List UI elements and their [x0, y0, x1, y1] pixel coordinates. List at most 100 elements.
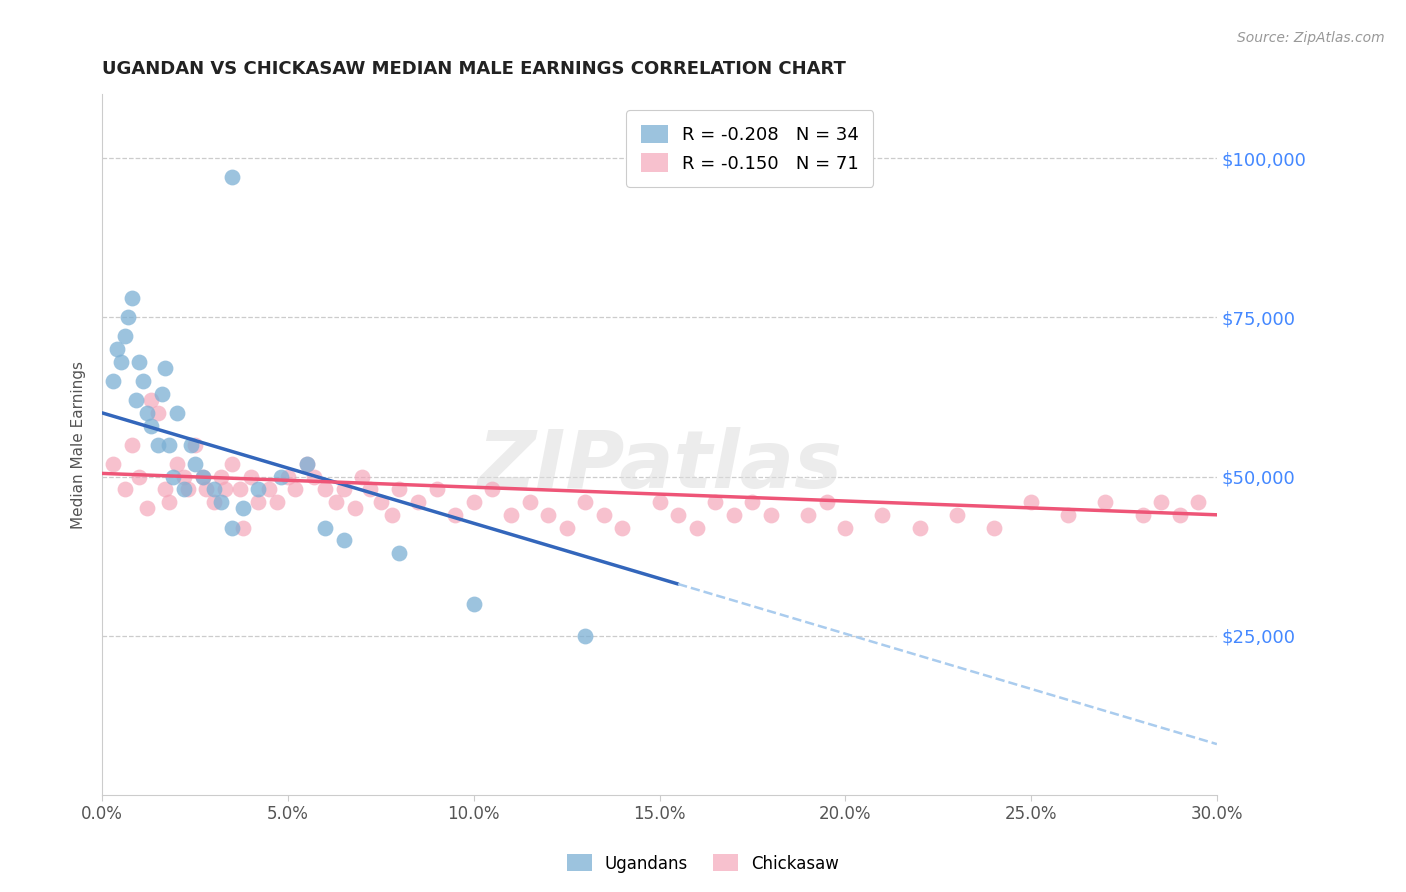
Point — [1150, 495, 1173, 509]
Point — [648, 495, 671, 509]
Point — [103, 374, 125, 388]
Point — [332, 533, 354, 548]
Point — [191, 469, 214, 483]
Point — [155, 361, 177, 376]
Point — [426, 483, 449, 497]
Point — [406, 495, 429, 509]
Point — [872, 508, 894, 522]
Point — [180, 438, 202, 452]
Point — [284, 483, 307, 497]
Point — [499, 508, 522, 522]
Point — [114, 483, 136, 497]
Point — [184, 438, 207, 452]
Point — [314, 520, 336, 534]
Point — [388, 483, 411, 497]
Point — [202, 483, 225, 497]
Point — [166, 457, 188, 471]
Point — [135, 406, 157, 420]
Point — [232, 501, 254, 516]
Text: UGANDAN VS CHICKASAW MEDIAN MALE EARNINGS CORRELATION CHART: UGANDAN VS CHICKASAW MEDIAN MALE EARNING… — [103, 60, 846, 78]
Point — [128, 469, 150, 483]
Point — [983, 520, 1005, 534]
Text: ZIPatlas: ZIPatlas — [477, 426, 842, 505]
Point — [124, 393, 146, 408]
Point — [666, 508, 689, 522]
Point — [247, 483, 270, 497]
Point — [741, 495, 763, 509]
Point — [239, 469, 262, 483]
Point — [128, 355, 150, 369]
Point — [537, 508, 560, 522]
Point — [214, 483, 236, 497]
Point — [1187, 495, 1209, 509]
Point — [302, 469, 325, 483]
Point — [259, 483, 281, 497]
Point — [908, 520, 931, 534]
Point — [176, 483, 198, 497]
Point — [157, 438, 180, 452]
Point — [592, 508, 614, 522]
Point — [221, 457, 243, 471]
Point — [332, 483, 354, 497]
Point — [388, 546, 411, 560]
Point — [612, 520, 634, 534]
Point — [574, 629, 596, 643]
Point — [135, 501, 157, 516]
Point — [759, 508, 782, 522]
Point — [555, 520, 578, 534]
Point — [1168, 508, 1191, 522]
Point — [105, 342, 128, 356]
Point — [946, 508, 969, 522]
Point — [157, 495, 180, 509]
Point — [103, 457, 125, 471]
Point — [117, 310, 139, 325]
Point — [1057, 508, 1080, 522]
Point — [139, 418, 162, 433]
Text: Source: ZipAtlas.com: Source: ZipAtlas.com — [1237, 31, 1385, 45]
Point — [202, 495, 225, 509]
Point — [574, 495, 596, 509]
Point — [184, 457, 207, 471]
Point — [228, 483, 250, 497]
Point — [266, 495, 288, 509]
Point — [343, 501, 366, 516]
Point — [146, 406, 169, 420]
Point — [110, 355, 132, 369]
Point — [162, 469, 184, 483]
Point — [1132, 508, 1154, 522]
Point — [146, 438, 169, 452]
Point — [232, 520, 254, 534]
Point — [173, 483, 195, 497]
Point — [277, 469, 299, 483]
Point — [1094, 495, 1116, 509]
Point — [295, 457, 318, 471]
Y-axis label: Median Male Earnings: Median Male Earnings — [72, 360, 86, 529]
Point — [247, 495, 270, 509]
Point — [370, 495, 392, 509]
Point — [381, 508, 404, 522]
Point — [295, 457, 318, 471]
Point — [191, 469, 214, 483]
Point — [132, 374, 155, 388]
Point — [704, 495, 727, 509]
Point — [723, 508, 745, 522]
Point — [463, 495, 485, 509]
Point — [173, 469, 195, 483]
Point — [270, 469, 292, 483]
Point — [686, 520, 709, 534]
Point — [221, 170, 243, 185]
Point — [155, 483, 177, 497]
Legend: R = -0.208   N = 34, R = -0.150   N = 71: R = -0.208 N = 34, R = -0.150 N = 71 — [626, 111, 873, 187]
Point — [139, 393, 162, 408]
Point — [195, 483, 218, 497]
Point — [834, 520, 856, 534]
Point — [444, 508, 467, 522]
Point — [352, 469, 374, 483]
Point — [463, 597, 485, 611]
Point — [150, 386, 173, 401]
Point — [209, 495, 232, 509]
Point — [121, 291, 143, 305]
Point — [519, 495, 541, 509]
Point — [166, 406, 188, 420]
Point — [114, 329, 136, 343]
